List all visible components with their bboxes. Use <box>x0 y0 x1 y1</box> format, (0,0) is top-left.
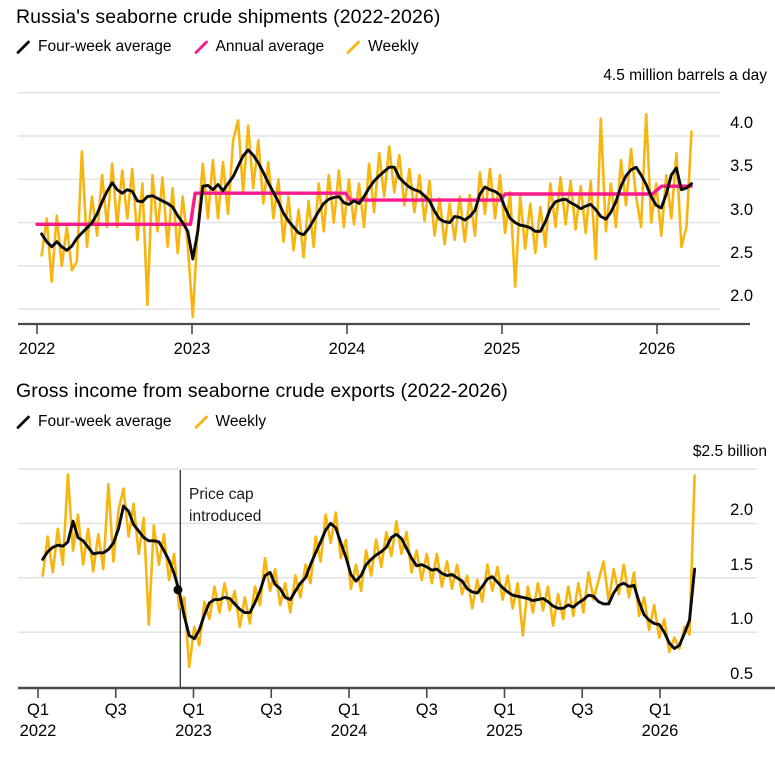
legend-slash-icon <box>16 415 30 429</box>
income-xtick-year-2024: 2024 <box>330 722 368 740</box>
income-weekly-line <box>41 473 696 669</box>
price-cap-dot <box>173 585 183 595</box>
legend-item-label: Weekly <box>215 413 267 430</box>
shipments-xtick-2023: 2023 <box>173 340 211 358</box>
shipments-chart-title: Russia's seaborne crude shipments (2022-… <box>16 6 441 28</box>
shipments-ytick-2.5: 2.5 <box>730 243 753 262</box>
shipments-legend: Four-week average Annual average Weekly <box>16 38 419 56</box>
shipments-ytick-2.0: 2.0 <box>730 287 753 306</box>
income-axis-unit-label: $2.5 billion <box>692 443 767 460</box>
price-cap-annotation-line2: introduced <box>189 507 262 525</box>
income-xtick-Q3-2024.5: Q3 <box>415 701 438 719</box>
shipments-ytick-4.0: 4.0 <box>730 114 753 132</box>
legend-item-label: Weekly <box>368 38 419 55</box>
legend-item-four-week-average: Four-week average <box>16 413 172 431</box>
shipments-annual-average-line <box>35 184 693 226</box>
legend-slash-icon <box>346 40 361 54</box>
shipments-xtick-2026: 2026 <box>638 340 676 358</box>
income-xtick-year-2025: 2025 <box>486 722 523 740</box>
income-four-week-average-line <box>41 504 697 650</box>
income-ytick-0.5: 0.5 <box>730 664 753 683</box>
income-ytick-2.0: 2.0 <box>730 501 753 520</box>
shipments-axis-unit-label: 4.5 million barrels a day <box>603 67 767 84</box>
shipments-weekly-line <box>40 113 693 319</box>
price-cap-annotation: Price cap introduced <box>189 484 261 527</box>
shipments-four-week-average-line <box>40 148 693 261</box>
legend-slash-icon <box>16 40 30 54</box>
income-xtick-Q1-2024: Q1 <box>337 701 360 719</box>
legend-slash-icon <box>194 40 208 54</box>
income-xtick-year-2026: 2026 <box>641 722 679 740</box>
legend-item-label: Four-week average <box>38 38 172 55</box>
legend-slash-icon <box>194 415 208 429</box>
income-ytick-1.0: 1.0 <box>730 610 753 629</box>
income-xtick-Q1-2025: Q1 <box>493 701 516 719</box>
income-xtick-year-2022: 2022 <box>19 722 57 740</box>
income-xtick-Q1-2026: Q1 <box>648 701 671 719</box>
income-xtick-Q1-2022: Q1 <box>26 701 49 719</box>
legend-item-label: Annual average <box>215 38 325 55</box>
price-cap-annotation-line1: Price cap <box>189 486 254 503</box>
income-chart-title: Gross income from seaborne crude exports… <box>16 380 508 402</box>
legend-item-four-week-average: Four-week average <box>16 38 172 56</box>
shipments-xtick-2022: 2022 <box>18 340 56 358</box>
legend-item-annual-average: Annual average <box>194 38 325 56</box>
income-legend: Four-week average Weekly <box>16 413 266 431</box>
income-ytick-1.5: 1.5 <box>730 555 753 574</box>
income-xtick-Q3-2025.5: Q3 <box>571 701 594 719</box>
income-xtick-Q1-2023: Q1 <box>182 701 205 719</box>
shipments-ytick-3.0: 3.0 <box>730 200 753 219</box>
income-xtick-Q3-2022.5: Q3 <box>104 701 127 719</box>
shipments-xtick-2024: 2024 <box>328 340 366 358</box>
shipments-xtick-2025: 2025 <box>483 340 521 358</box>
legend-item-label: Four-week average <box>38 413 172 430</box>
shipments-ytick-3.5: 3.5 <box>730 157 753 176</box>
income-xtick-year-2023: 2023 <box>175 722 212 740</box>
legend-item-weekly: Weekly <box>194 413 267 431</box>
legend-item-weekly: Weekly <box>346 38 419 56</box>
income-xtick-Q3-2023.5: Q3 <box>260 701 283 719</box>
